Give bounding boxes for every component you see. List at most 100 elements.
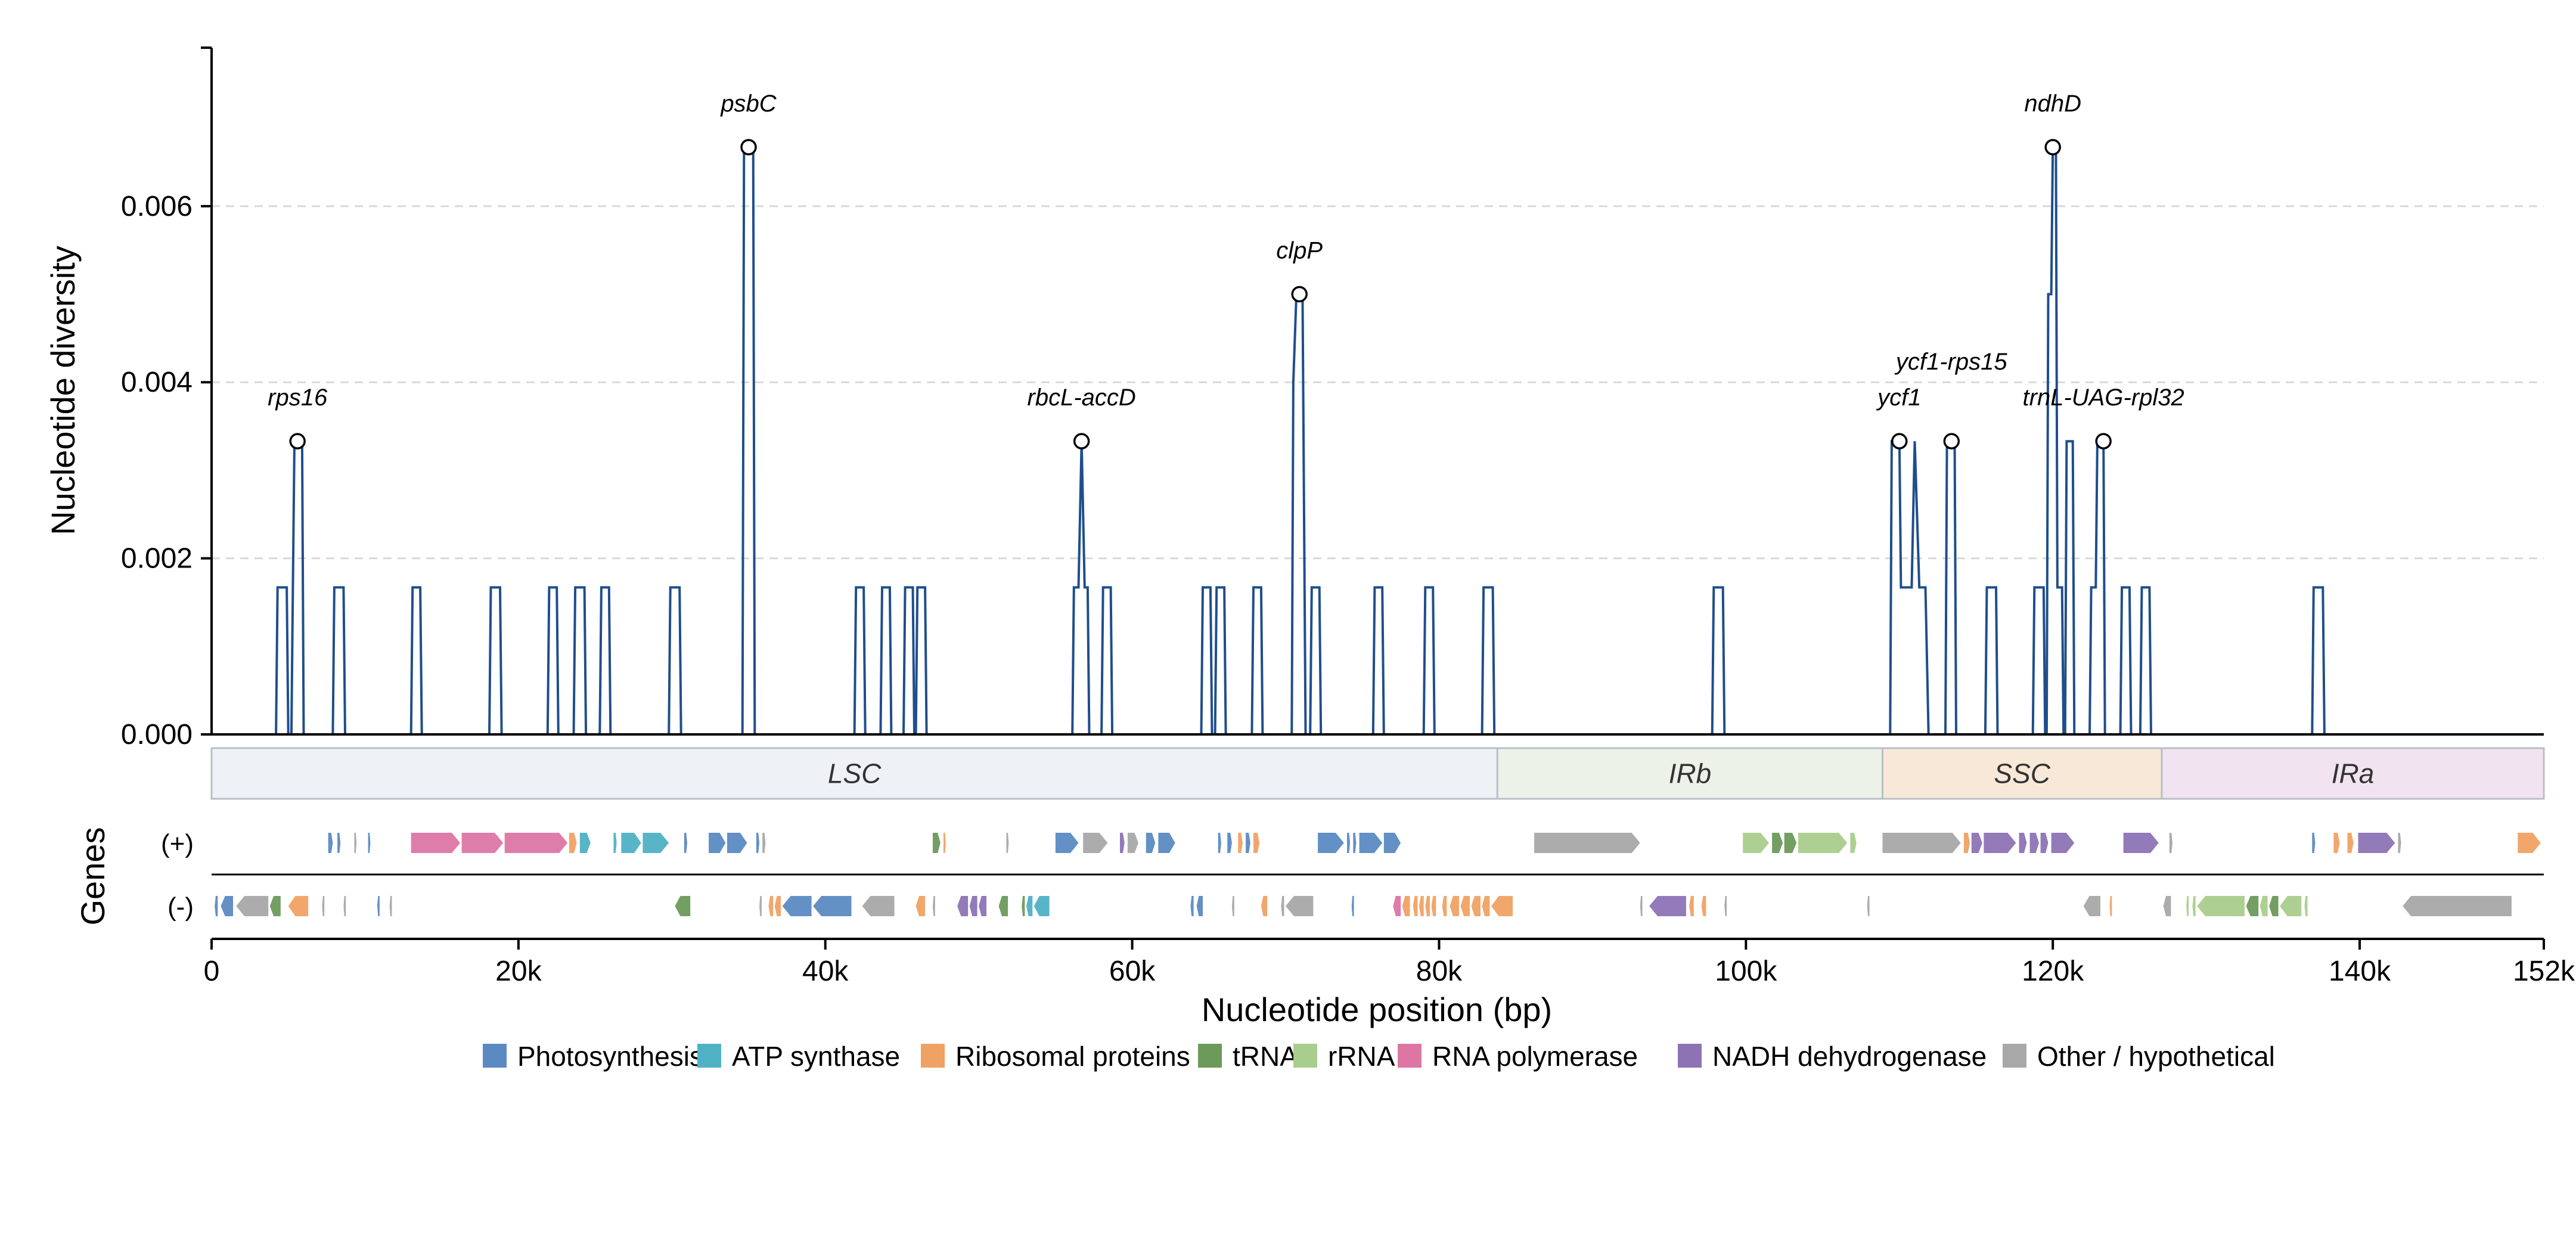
gene-plus — [709, 833, 726, 853]
gene-plus — [2123, 833, 2159, 853]
peak-label: ycf1-rps15 — [1894, 349, 2007, 375]
peak-marker — [2044, 139, 2061, 156]
gene-minus — [236, 896, 269, 916]
gene-plus — [461, 833, 504, 853]
gene-plus — [2029, 833, 2040, 853]
peak-label: ycf1 — [1876, 384, 1921, 411]
legend-label: tRNA — [1233, 1041, 1298, 1072]
gene-minus — [675, 896, 691, 916]
gene-minus — [915, 896, 926, 916]
gene-plus — [621, 833, 641, 853]
strand-label-plus: (+) — [161, 829, 194, 858]
gene-plus — [2169, 833, 2173, 853]
gene-minus — [1640, 896, 1643, 916]
gene-minus — [288, 896, 309, 916]
gene-plus — [1120, 833, 1125, 853]
gene-plus — [2398, 833, 2401, 853]
gene-plus — [613, 833, 617, 853]
peak-marker — [1291, 286, 1308, 303]
gene-minus — [1419, 896, 1424, 916]
gene-plus — [643, 833, 669, 853]
legend-swatch — [1293, 1044, 1317, 1068]
gene-plus — [684, 833, 688, 853]
legend-swatch — [697, 1044, 721, 1068]
gene-minus — [1196, 896, 1203, 916]
gene-plus — [1127, 833, 1138, 853]
gene-minus — [2403, 896, 2512, 916]
gene-plus — [1158, 833, 1175, 853]
gene-plus — [1238, 833, 1243, 853]
region-block — [1496, 747, 1883, 800]
gene-minus — [759, 896, 762, 916]
legend-label: rRNA — [1328, 1041, 1395, 1072]
gene-plus — [1146, 833, 1156, 853]
gene-minus — [1286, 896, 1314, 916]
peak-label: trnL-UAG-rpl32 — [2023, 384, 2184, 411]
gene-minus — [998, 896, 1008, 916]
gene-minus — [389, 896, 392, 916]
gene-plus — [579, 833, 591, 853]
region-block — [1881, 747, 2163, 800]
gene-plus — [1083, 833, 1108, 853]
gene-minus — [2192, 896, 2196, 916]
gene-plus — [1882, 833, 1961, 853]
gene-plus — [1984, 833, 2016, 853]
peak-label: rbcL-accD — [1028, 384, 1136, 411]
x-axis-title: Nucleotide position (bp) — [1202, 991, 1552, 1028]
gene-plus — [2518, 833, 2541, 853]
gene-plus — [756, 833, 760, 853]
peak-marker — [1073, 433, 1090, 449]
gene-minus — [1231, 896, 1234, 916]
gene-minus — [1022, 896, 1025, 916]
gene-minus — [2197, 896, 2245, 916]
gene-plus — [1318, 833, 1344, 853]
y-tick-label: 0.006 — [121, 191, 193, 222]
peak-label: psbC — [720, 91, 777, 117]
gene-plus — [411, 833, 461, 853]
legend-label: Photosynthesis — [517, 1041, 703, 1072]
gene-minus — [813, 896, 852, 916]
gene-minus — [1460, 896, 1470, 916]
genes-axis-title: Genes — [74, 827, 111, 926]
gene-minus — [1413, 896, 1418, 916]
gene-minus — [1431, 896, 1436, 916]
gene-minus — [377, 896, 380, 916]
region-label: IRb — [1669, 758, 1712, 789]
gene-plus — [1253, 833, 1260, 853]
gene-minus — [269, 896, 281, 916]
legend-swatch — [1398, 1044, 1422, 1068]
gene-minus — [774, 896, 781, 916]
gene-minus — [2246, 896, 2259, 916]
peak-marker — [2095, 433, 2112, 449]
gene-plus — [727, 833, 747, 853]
peak-marker — [289, 433, 306, 449]
gene-minus — [2280, 896, 2302, 916]
gene-minus — [1190, 896, 1194, 916]
grid-layer — [212, 205, 2544, 560]
x-tick-label: 152k — [2513, 956, 2575, 987]
gene-minus — [2163, 896, 2171, 916]
y-tick-label: 0.002 — [121, 543, 193, 575]
gene-minus — [215, 896, 218, 916]
gene-minus — [1393, 896, 1401, 916]
gene-minus — [1649, 896, 1686, 916]
region-label: LSC — [828, 758, 882, 789]
gene-minus — [1471, 896, 1481, 916]
axes: 0.000 0.002 0.004 0.006 0 20k 40k 60k 80k 100k 120… — [121, 46, 2575, 987]
x-tick-label: 60k — [1109, 956, 1156, 987]
gene-minus — [2186, 896, 2189, 916]
gene-minus — [1689, 896, 1694, 916]
region-label: SSC — [1994, 758, 2050, 789]
gene-plus — [1383, 833, 1401, 853]
x-tick-label: 80k — [1416, 956, 1463, 987]
x-tick-label: 140k — [2329, 956, 2391, 987]
gene-plus — [943, 833, 946, 853]
gene-minus — [221, 896, 234, 916]
gene-plus — [1963, 833, 1970, 853]
gene-plus — [2051, 833, 2075, 853]
gene-minus — [2269, 896, 2279, 916]
gene-minus — [782, 896, 812, 916]
gene-plus — [2333, 833, 2340, 853]
legend: Photosynthesis ATP synthase Ribosomal prot… — [483, 1041, 2275, 1072]
